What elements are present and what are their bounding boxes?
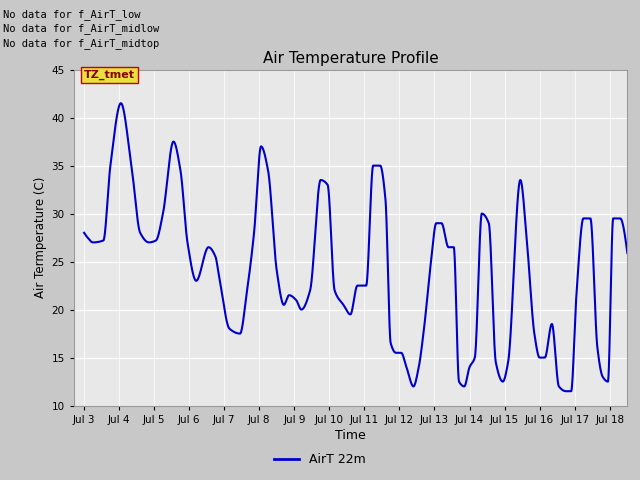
X-axis label: Time: Time (335, 429, 366, 442)
Title: Air Temperature Profile: Air Temperature Profile (262, 51, 438, 66)
Text: No data for f_AirT_midlow: No data for f_AirT_midlow (3, 23, 159, 34)
Y-axis label: Air Termperature (C): Air Termperature (C) (34, 177, 47, 298)
Legend: AirT 22m: AirT 22m (269, 448, 371, 471)
Text: TZ_tmet: TZ_tmet (84, 70, 135, 80)
Text: No data for f_AirT_low: No data for f_AirT_low (3, 9, 141, 20)
Text: No data for f_AirT_midtop: No data for f_AirT_midtop (3, 37, 159, 48)
